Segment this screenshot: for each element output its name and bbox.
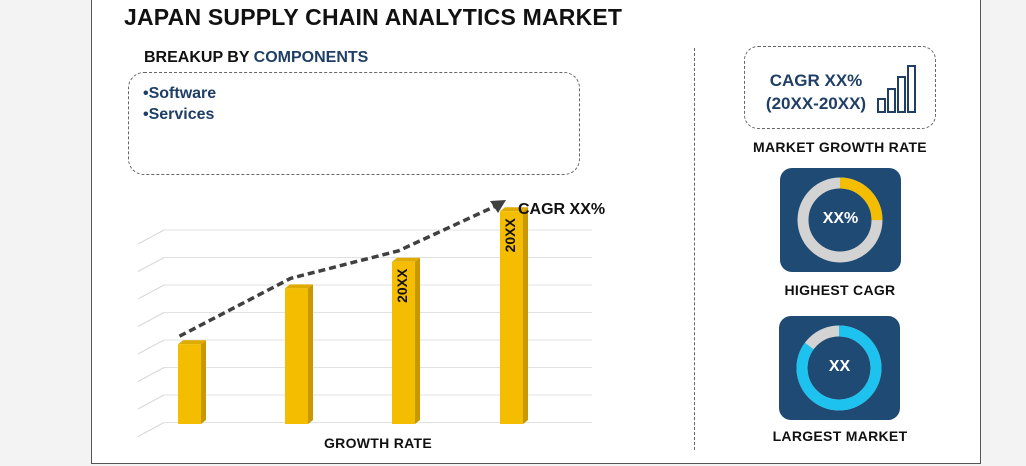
bar [500,211,523,424]
highest-cagr-tile: XX% [780,168,901,272]
bar-top [500,207,528,212]
bar-top [178,340,206,345]
bar-data-label: 20XX [394,268,410,303]
grid-line-slant [137,422,165,437]
highest-cagr-value: XX% [822,210,859,227]
bar [392,261,415,424]
bar-top [392,257,420,262]
infographic-canvas: JAPAN SUPPLY CHAIN ANALYTICS MARKET BREA… [91,0,981,464]
cagr-box: CAGR XX% (20XX-20XX) [744,46,936,129]
grid-line-slant [137,339,165,355]
breakup-heading: BREAKUP BY COMPONENTS [144,49,368,67]
bar-side [415,257,420,424]
grid-line-slant [137,394,165,410]
bar-data-label: 20XX [502,218,518,253]
segment-list: Software Services [143,83,217,125]
trend-arrow-head [490,200,506,213]
grid-line-slant [137,312,165,327]
breakup-accent: COMPONENTS [253,49,369,66]
grid-line-slant [137,257,165,272]
breakup-prefix: BREAKUP BY [144,49,250,66]
bar-side [523,207,528,424]
largest-market-value: XX [828,358,851,375]
cagr-line-2: (20XX-20XX) [765,94,867,113]
bar [285,288,308,424]
segment-box: Software Services [128,72,580,175]
largest-market-donut [796,325,882,411]
cagr-text: CAGR XX% (20XX-20XX) [757,69,875,115]
page-title: JAPAN SUPPLY CHAIN ANALYTICS MARKET [124,4,623,30]
segment-item-services: Services [143,104,216,125]
bar-top [285,284,313,289]
trend-label: CAGR XX% [518,201,605,218]
bar-side [308,284,313,424]
bar [178,344,201,424]
trend-line [178,202,501,338]
grid-line-slant [137,367,165,382]
bar-side [201,340,206,424]
cagr-line-1: CAGR XX% [769,71,863,90]
highest-cagr-donut [797,177,883,263]
largest-market-tile: XX [779,316,900,420]
market-growth-rate-label: MARKET GROWTH RATE [753,139,927,155]
grid-line-slant [137,284,165,300]
highest-cagr-label: HIGHEST CAGR [784,282,896,298]
segment-item-software: Software [143,83,217,104]
chart-x-label: GROWTH RATE [323,435,433,451]
bar-chart-icon [877,65,916,113]
panel-divider [694,48,695,450]
grid-line-slant [137,229,165,245]
largest-market-label: LARGEST MARKET [772,428,908,444]
